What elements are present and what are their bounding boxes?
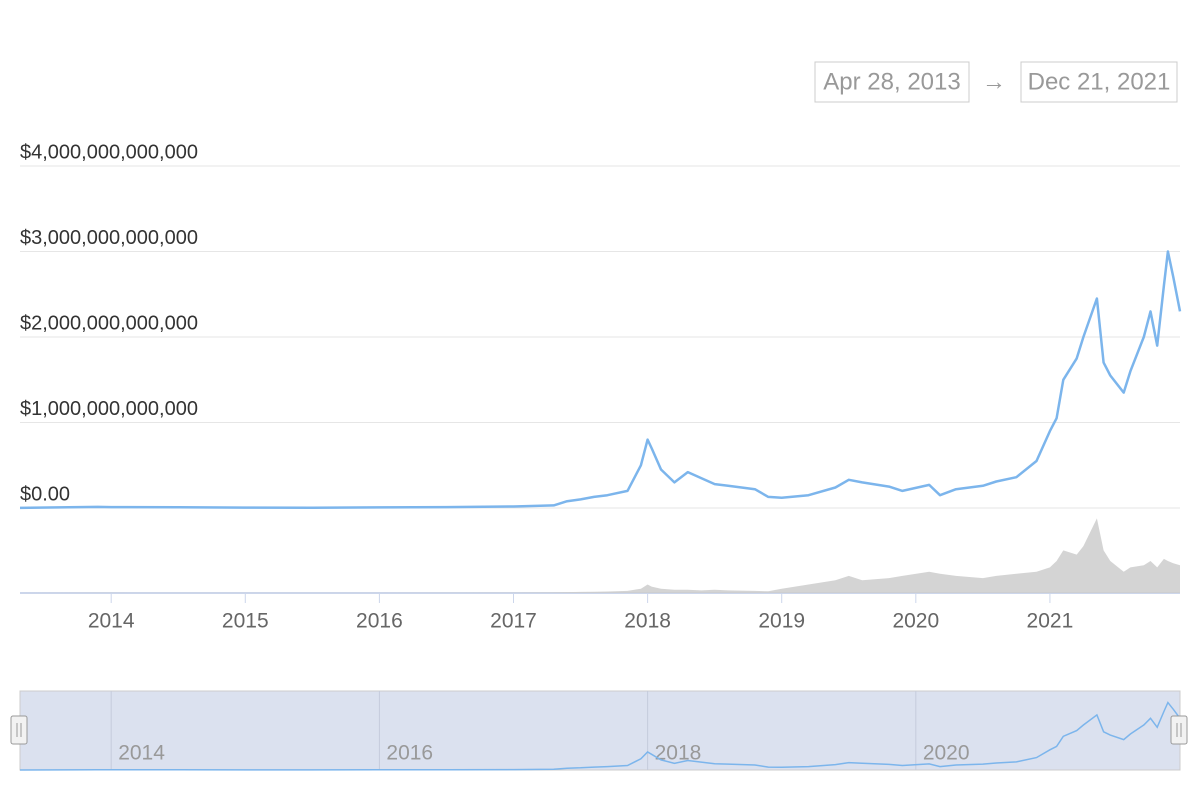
range-end-box[interactable] [1020, 61, 1178, 103]
x-tick-label: 2017 [490, 610, 537, 633]
y-tick-label: $4,000,000,000,000 [20, 141, 198, 163]
volume-area [20, 518, 1180, 593]
range-start[interactable]: Apr 28, 2013 [823, 68, 960, 95]
navigator-tick-label: 2014 [118, 742, 165, 765]
x-tick-label: 2014 [88, 610, 135, 633]
y-tick-label: $0.00 [20, 483, 70, 505]
x-tick-label: 2016 [356, 610, 403, 633]
price-line [19, 250, 1182, 510]
x-tick-label: 2018 [624, 610, 671, 633]
navigator-line [19, 701, 1181, 771]
range-start-box[interactable] [814, 61, 970, 103]
x-tick-label: 2019 [758, 610, 805, 633]
y-tick-label: $1,000,000,000,000 [20, 398, 198, 420]
range-end[interactable]: Dec 21, 2021 [1028, 68, 1171, 95]
x-tick-label: 2015 [222, 610, 269, 633]
navigator-background[interactable] [19, 690, 1181, 771]
range-separator: → [982, 68, 1006, 95]
y-tick-label: $3,000,000,000,000 [20, 227, 198, 249]
navigator-tick-label: 2018 [655, 742, 702, 765]
navigator-handle[interactable] [10, 715, 28, 745]
y-tick-label: $2,000,000,000,000 [20, 312, 198, 334]
x-tick-label: 2020 [892, 610, 939, 633]
x-tick-label: 2021 [1027, 610, 1074, 633]
navigator-tick-label: 2016 [386, 742, 433, 765]
navigator-handle[interactable] [1170, 715, 1188, 745]
navigator-tick-label: 2020 [923, 742, 970, 765]
